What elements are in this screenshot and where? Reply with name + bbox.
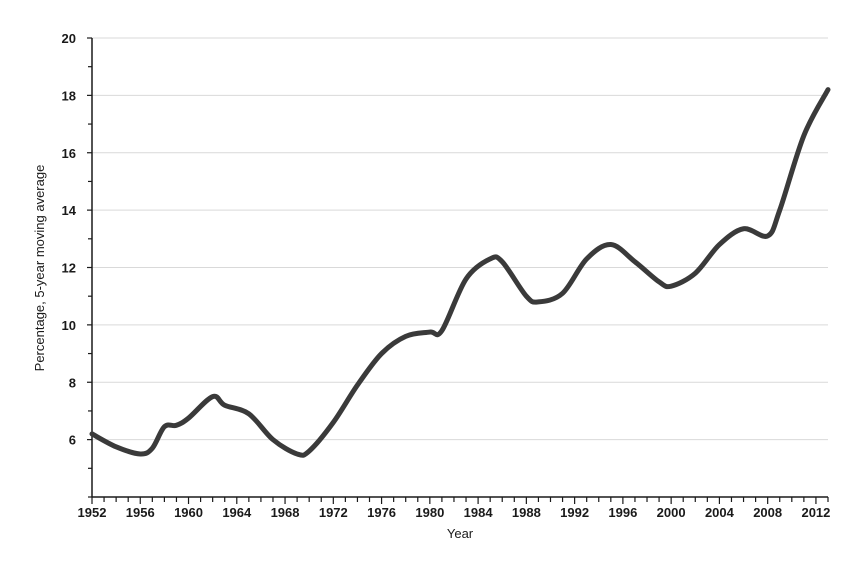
y-tick-label-18: 18 — [62, 88, 76, 103]
y-tick-label-8: 8 — [69, 375, 76, 390]
y-tick-label-16: 16 — [62, 146, 76, 161]
y-tick-label-6: 6 — [69, 433, 76, 448]
x-tick-label-1956: 1956 — [126, 505, 155, 520]
x-tick-label-1980: 1980 — [415, 505, 444, 520]
x-tick-label-1976: 1976 — [367, 505, 396, 520]
series — [89, 87, 831, 458]
x-tick-label-1964: 1964 — [222, 505, 252, 520]
tick-labels: 6 8 10 12 14 16 18 20 1952 1956 1960 1964 1968 1972 19… — [62, 31, 831, 520]
x-tick-label-1968: 1968 — [271, 505, 300, 520]
tick-marks — [87, 37, 829, 504]
x-tick-label-1996: 1996 — [608, 505, 637, 520]
x-tick-label-1972: 1972 — [319, 505, 348, 520]
x-tick-label-2000: 2000 — [657, 505, 686, 520]
y-tick-label-12: 12 — [62, 261, 76, 276]
x-tick-label-1988: 1988 — [512, 505, 541, 520]
x-tick-label-1952: 1952 — [78, 505, 107, 520]
y-tick-label-14: 14 — [62, 203, 77, 218]
series-line-0 — [89, 87, 831, 458]
x-tick-label-1984: 1984 — [464, 505, 494, 520]
x-tick-label-2012: 2012 — [801, 505, 830, 520]
y-tick-label-10: 10 — [62, 318, 76, 333]
y-tick-label-20: 20 — [62, 31, 76, 46]
y-axis-title: Percentage, 5-year moving average — [32, 165, 47, 372]
x-tick-label-2008: 2008 — [753, 505, 782, 520]
x-tick-label-1992: 1992 — [560, 505, 589, 520]
grid-lines — [92, 37, 828, 441]
x-tick-label-1960: 1960 — [174, 505, 203, 520]
x-tick-label-2004: 2004 — [705, 505, 735, 520]
x-axis-title: Year — [447, 526, 474, 541]
